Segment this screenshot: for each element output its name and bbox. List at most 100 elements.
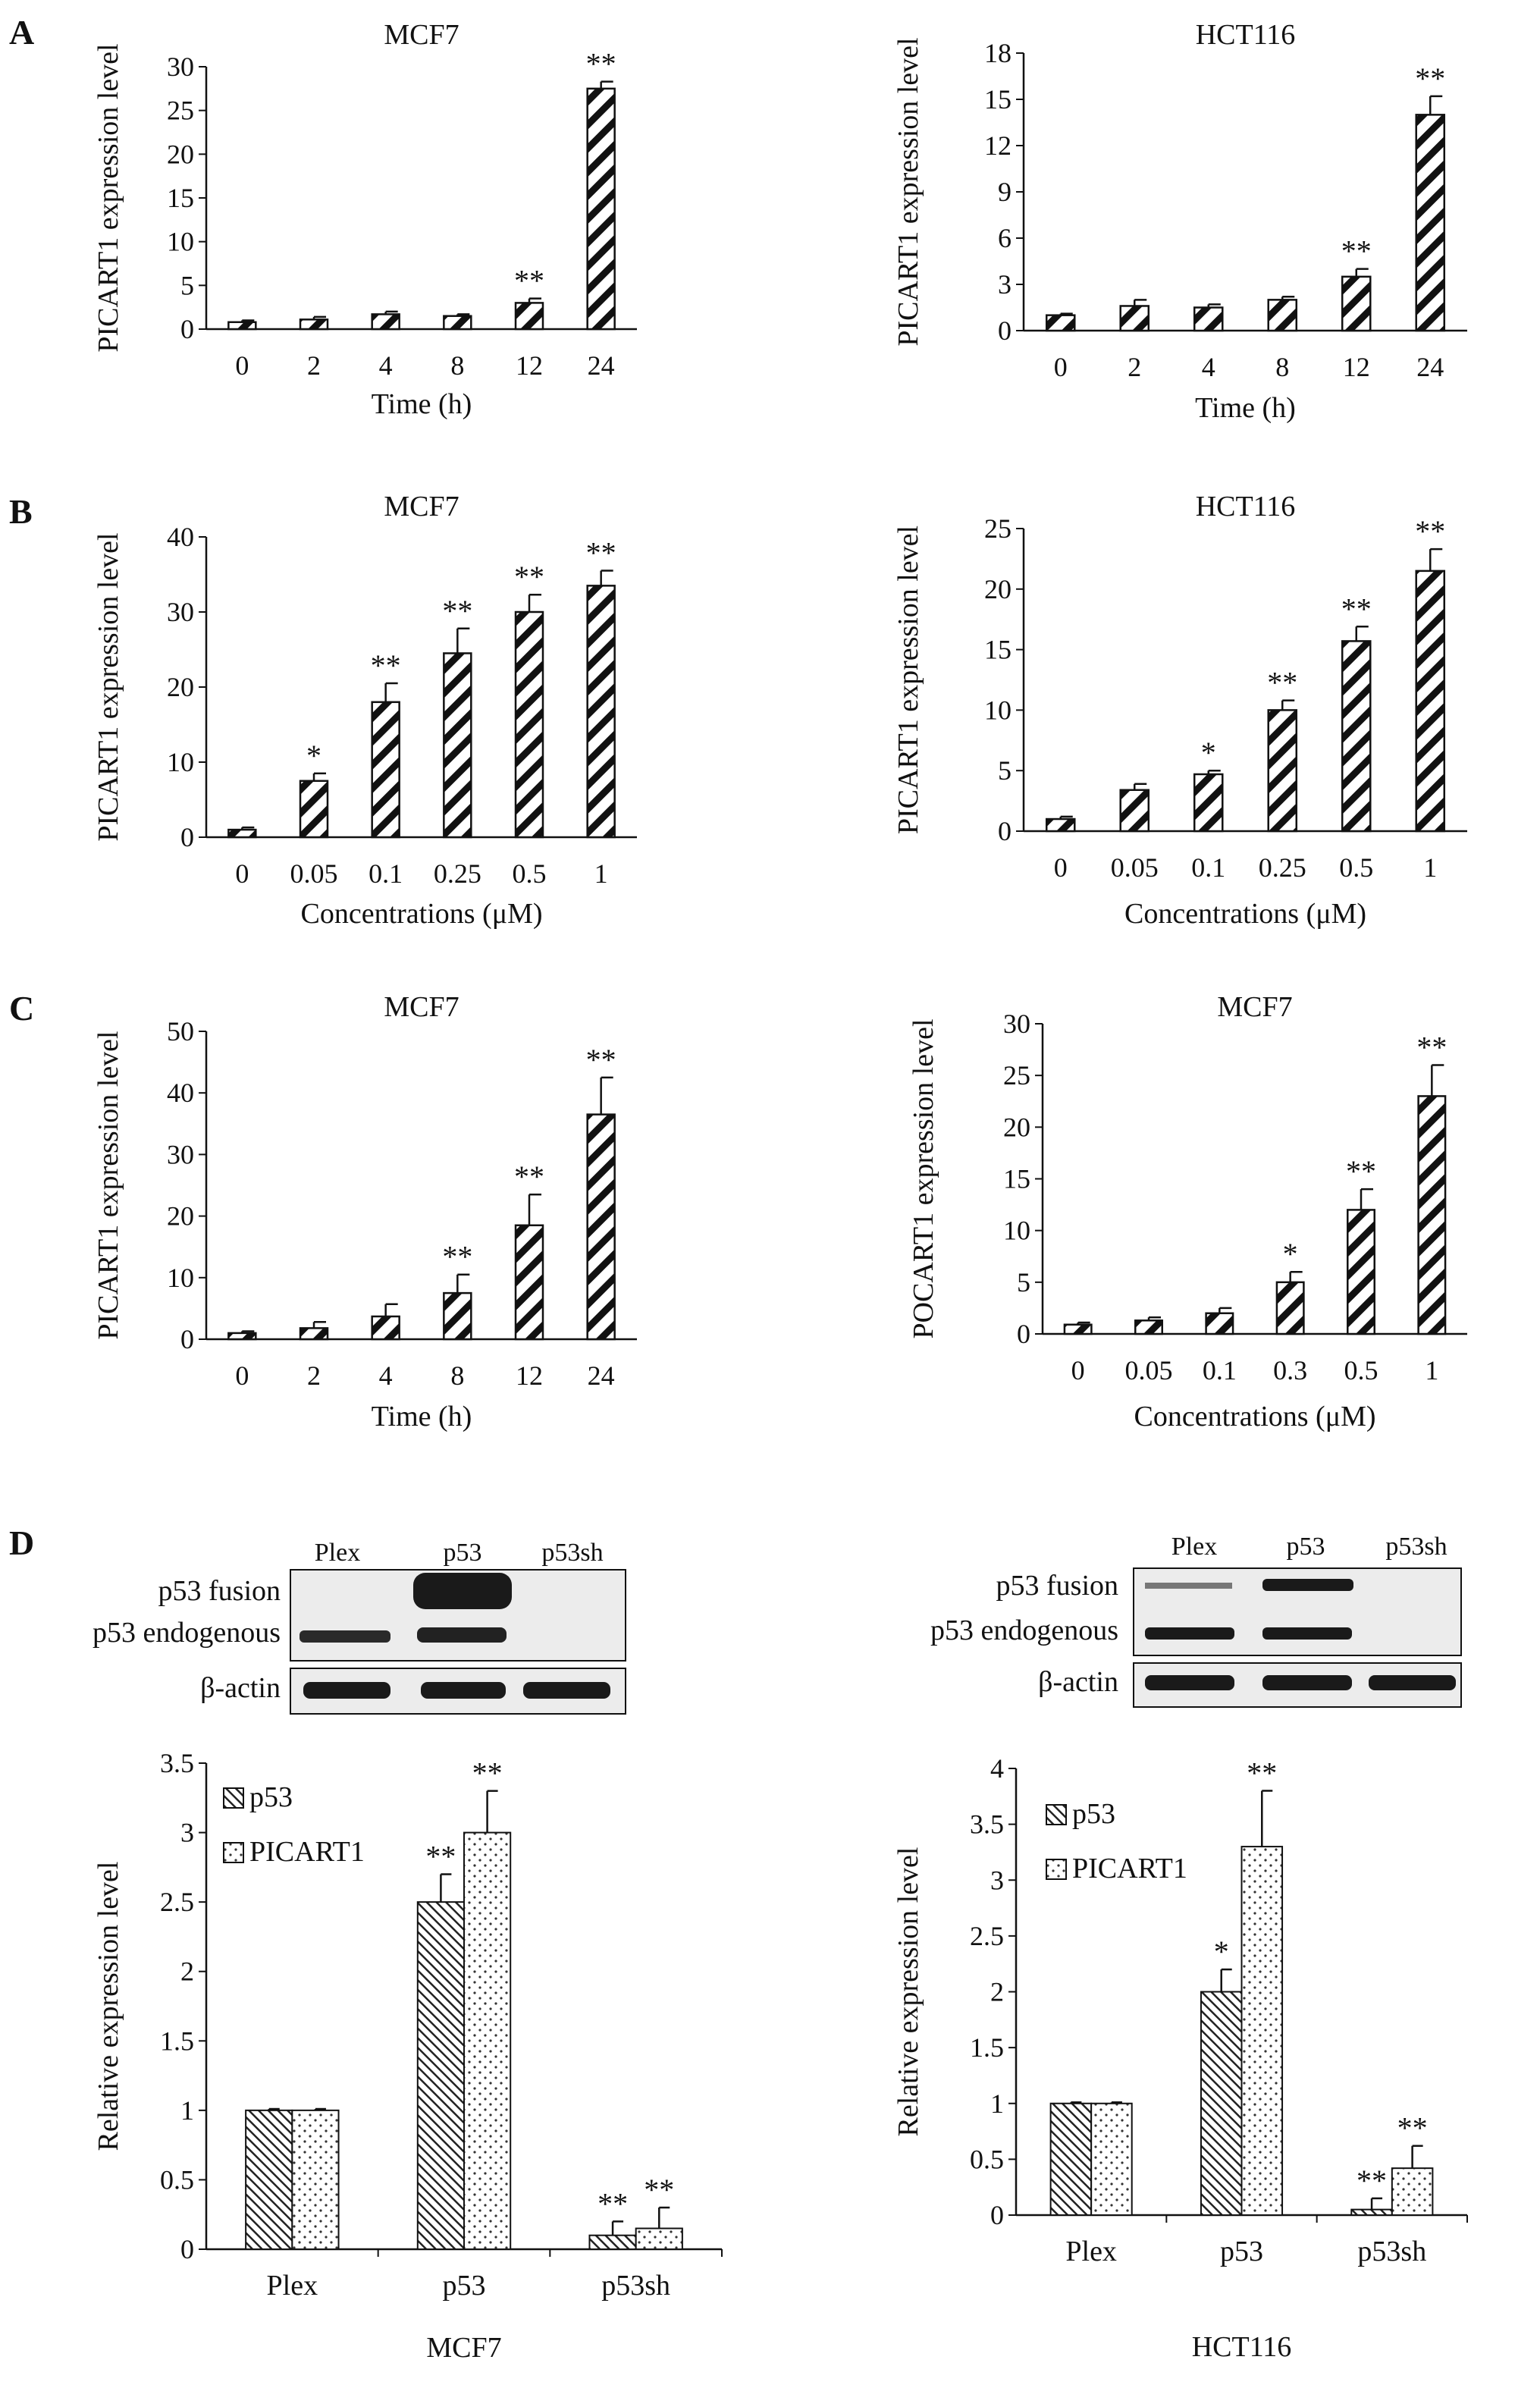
blot-band (523, 1682, 610, 1699)
x-tick-label: 0.25 (1259, 852, 1306, 883)
bar (227, 1332, 257, 1341)
y-tick-label: 1 (990, 2088, 1004, 2119)
blot-lane-label: p53sh (541, 1539, 603, 1567)
bar (443, 315, 472, 331)
x-tick-label: 0.05 (1125, 1355, 1173, 1385)
blot-band (300, 1630, 390, 1643)
chart-title: MCF7 (1217, 991, 1292, 1023)
significance-mark: ** (644, 2173, 674, 2207)
blot-band (1145, 1583, 1232, 1589)
blot-lane-label: Plex (1171, 1533, 1217, 1561)
x-tick-label: 12 (1343, 352, 1370, 382)
x-tick-label: 0.05 (290, 858, 338, 889)
blot-band (1369, 1675, 1456, 1690)
x-tick-label: 0.5 (1339, 852, 1373, 883)
y-tick-label: 1.5 (970, 2032, 1004, 2063)
y-tick-label: 40 (167, 1078, 194, 1108)
x-tick-label: 8 (450, 1360, 464, 1391)
bar (1267, 709, 1298, 833)
bar (1045, 817, 1076, 833)
y-tick-label: 0 (180, 1324, 194, 1354)
significance-mark: ** (442, 594, 472, 628)
legend-label: PICART1 (1072, 1853, 1187, 1884)
bar (1341, 640, 1372, 833)
panel-letter-a: A (9, 13, 34, 52)
blot-band (1145, 1675, 1234, 1690)
chart-title: MCF7 (384, 491, 459, 522)
y-tick-label: 5 (998, 755, 1012, 786)
y-tick-label: 3.5 (160, 1748, 194, 1778)
x-tick-label: 2 (307, 1360, 321, 1391)
blot-lane-label: p53sh (1385, 1533, 1447, 1561)
y-tick-label: 25 (984, 513, 1012, 544)
chart-title: HCT116 (1196, 491, 1296, 522)
significance-mark: ** (472, 1756, 503, 1790)
blot-band (417, 1627, 507, 1643)
bar (443, 652, 472, 839)
y-tick-label: 25 (167, 96, 194, 126)
significance-mark: * (1201, 736, 1216, 770)
western-blot-mcf7: Plex p53 p53sh p53 fusion p53 endogenous… (93, 1539, 626, 1715)
y-tick-label: 15 (984, 84, 1012, 115)
blot-band (421, 1682, 506, 1699)
blot-band (303, 1682, 390, 1699)
panel-letter-b: B (9, 492, 33, 531)
x-tick-label: p53sh (601, 2270, 670, 2302)
blot-band (1262, 1627, 1352, 1640)
bar (514, 610, 544, 839)
x-tick-label: 4 (1202, 352, 1215, 382)
bar (1049, 2102, 1093, 2216)
x-tick-label: 0.1 (1191, 852, 1225, 883)
significance-mark: ** (371, 648, 401, 683)
x-tick-label: p53 (443, 2270, 486, 2302)
blot-lane-label: p53 (444, 1539, 482, 1567)
bar (371, 1315, 400, 1341)
x-tick-label: 0 (1071, 1355, 1085, 1385)
bar (227, 828, 257, 839)
y-tick-label: 0 (998, 315, 1012, 346)
x-tick-label: 12 (516, 350, 543, 381)
x-tick-label: 0.3 (1273, 1355, 1307, 1385)
x-axis-label: MCF7 (426, 2332, 501, 2364)
x-tick-label: Plex (267, 2270, 318, 2302)
significance-mark: ** (1416, 1031, 1447, 1065)
legend-swatch (1046, 1859, 1067, 1880)
bar (1045, 314, 1076, 332)
y-tick-label: 15 (1003, 1164, 1030, 1194)
bar (586, 585, 616, 839)
y-tick-label: 12 (984, 130, 1012, 161)
panel-letter-c: C (9, 989, 34, 1028)
blot-band (1262, 1675, 1352, 1690)
bar (1134, 1320, 1163, 1335)
y-tick-label: 40 (167, 522, 194, 552)
x-tick-label: 4 (379, 1360, 393, 1391)
x-tick-label: 0 (235, 350, 249, 381)
bar (1193, 773, 1224, 833)
x-tick-label: 12 (516, 1360, 543, 1391)
bar (588, 2234, 637, 2251)
y-tick-label: 10 (1003, 1216, 1030, 1246)
blot-row-label: p53 endogenous (93, 1617, 281, 1649)
blot-row-label: p53 endogenous (930, 1614, 1118, 1646)
western-blot-hct116: Plex p53 p53sh p53 fusion p53 endogenous… (930, 1533, 1462, 1708)
y-tick-label: 20 (167, 139, 194, 169)
y-tick-label: 0 (180, 822, 194, 852)
y-tick-label: 30 (167, 597, 194, 627)
y-tick-label: 15 (167, 183, 194, 213)
bar (1347, 1209, 1375, 1335)
bar (1205, 1312, 1234, 1335)
y-tick-label: 5 (1017, 1267, 1030, 1298)
y-tick-label: 30 (1003, 1009, 1030, 1039)
y-tick-label: 0.5 (160, 2164, 194, 2195)
legend-swatch (1046, 1804, 1067, 1825)
bar (299, 1327, 329, 1341)
bar (463, 1831, 512, 2251)
bar (1090, 2102, 1133, 2216)
y-axis-label: PICART1 expression level (93, 43, 124, 352)
y-tick-label: 0 (998, 816, 1012, 846)
significance-mark: ** (514, 1159, 544, 1194)
y-tick-label: 2 (180, 1957, 194, 1987)
